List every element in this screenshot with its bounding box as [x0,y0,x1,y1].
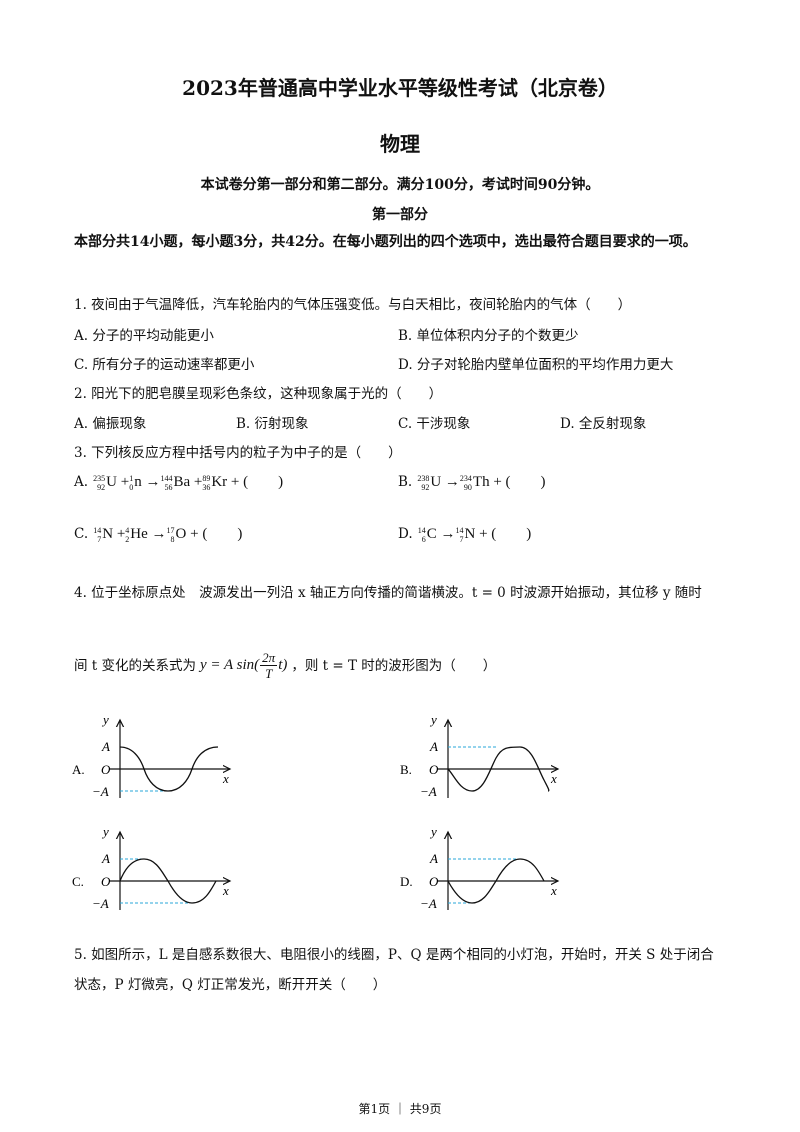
svg-text:−A: −A [92,896,109,911]
wave-curve [447,746,550,792]
wave-curve [119,746,219,792]
svg-text:y: y [429,824,437,839]
question-5-stem-line2: 状态，P 灯微亮，Q 灯正常发光，断开开关（ ） [74,977,387,993]
q1-option-a: A. 分子的平均动能更小 [74,328,214,344]
q2-option-d: D. 全反射现象 [560,416,647,432]
q1-option-b: B. 单位体积内分子的个数更少 [398,328,579,344]
svg-text:A: A [429,739,438,754]
svg-text:−A: −A [420,896,437,911]
q3-option-b: B. 238 92 U → 234 90 Th + ( ) [398,470,546,492]
svg-text:O: O [429,874,439,889]
nuclear-equation-a: 235 92 U +1 0 n → 144 56 Ba +89 36 Kr + ( ) [93,473,284,492]
exam-title: 2023年普通高中学业水平等级性考试（北京卷） [182,76,618,100]
option-letter: A. [74,474,89,490]
graph-a-letter: A. [72,762,85,777]
part-instructions: 本部分共14小题，每小题3分，共42分。在每小题列出的四个选项中，选出最符合题目… [74,234,697,250]
svg-text:−A: −A [420,784,437,799]
svg-text:O: O [429,762,439,777]
q2-option-b: B. 衍射现象 [236,416,309,432]
svg-text:O: O [101,874,111,889]
q3-option-a: A. 235 92 U +1 0 n → 144 56 Ba +89 36 Kr + ( ) [74,470,283,492]
neg-amp-label: −A [92,784,109,799]
q1-option-c: C. 所有分子的运动速率都更小 [74,357,255,373]
option-letter: B. [398,474,413,490]
svg-text:x: x [550,883,557,898]
nuclear-equation-c: 14 7 N +4 2 He → 17 8 O + ( ) [93,525,243,544]
page-footer: 第1页 ｜ 共9页 [358,1102,442,1116]
exam-intro: 本试卷分第一部分和第二部分。满分100分，考试时间90分钟。 [200,177,600,193]
svg-text:y: y [429,712,437,727]
question-4-stem-line1: 4. 位于坐标原点处 波源发出一列沿 x 轴正方向传播的简谐横波。t = 0 时… [74,585,702,601]
subject-title: 物理 [380,132,420,156]
question-2-stem: 2. 阳光下的肥皂膜呈现彩色条纹，这种现象属于光的（ ） [74,386,443,402]
origin-label: O [101,762,111,777]
wave-option-graphs: A. y x A O −A B. y x A O −A C. y x A O −… [72,712,770,911]
q1-option-d: D. 分子对轮胎内壁单位面积的平均作用力更大 [398,357,674,373]
x-axis-label: x [222,771,229,786]
y-axis-label: y [101,712,109,727]
option-letter: D. [398,526,413,542]
svg-text:x: x [550,771,557,786]
question-5-stem-line1: 5. 如图所示，L 是自感系数很大、电阻很小的线圈，P、Q 是两个相同的小灯泡，… [74,947,714,963]
graph-d: D. y x A O −A [400,824,558,911]
svg-text:A: A [101,851,110,866]
svg-text:y: y [101,824,109,839]
svg-text:x: x [222,883,229,898]
q3-option-c: C. 14 7 N +4 2 He → 17 8 O + ( ) [74,522,242,544]
svg-text:A: A [429,851,438,866]
wave-curve [119,858,217,904]
nuclear-equation-d: 14 6 C → 14 7 N + ( ) [417,525,532,544]
amp-label: A [101,739,110,754]
q2-option-c: C. 干涉现象 [398,416,471,432]
option-letter: C. [74,526,89,542]
question-3-stem: 3. 下列核反应方程中括号内的粒子为中子的是（ ） [74,445,402,461]
wave-curve [447,858,545,904]
question-1-stem: 1. 夜间由于气温降低，汽车轮胎内的气体压强变低。与白天相比，夜间轮胎内的气体（… [74,297,632,313]
graph-c-letter: C. [72,874,84,889]
graph-b-letter: B. [400,762,412,777]
graph-b: B. y x A O −A [400,712,558,799]
graph-d-letter: D. [400,874,413,889]
part-heading: 第一部分 [372,207,428,223]
graph-a: A. y x A O −A [72,712,230,799]
nuclear-equation-b: 238 92 U → 234 90 Th + ( ) [417,473,546,492]
q2-option-a: A. 偏振现象 [74,416,147,432]
q3-option-d: D. 14 6 C → 14 7 N + ( ) [398,522,531,544]
graph-c: C. y x A O −A [72,824,230,911]
